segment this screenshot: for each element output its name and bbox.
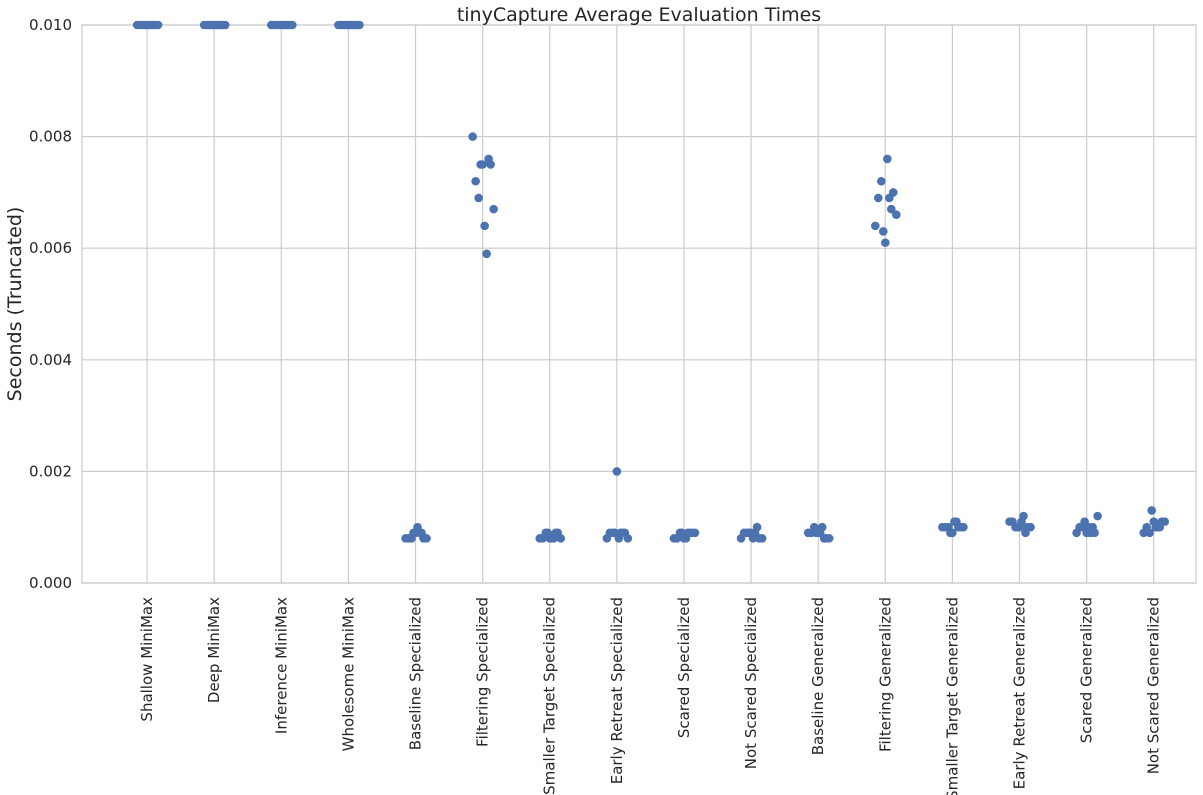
y-gridlines [82, 24, 1196, 584]
data-point [677, 528, 687, 538]
data-point [352, 20, 361, 30]
data-point [1149, 517, 1159, 526]
data-point [602, 534, 612, 543]
data-point [1090, 528, 1099, 538]
data-point [1023, 522, 1032, 532]
data-point [886, 204, 896, 214]
x-tick-label: Shallow MiniMax [138, 597, 156, 722]
x-tick-label: Deep MiniMax [205, 597, 223, 703]
data-point [140, 20, 150, 30]
data-point [538, 534, 548, 543]
data-point [471, 176, 480, 186]
data-points [132, 20, 1170, 543]
x-tick-label: Not Scared Specialized [742, 597, 760, 769]
y-tick-label: 0.000 [29, 574, 72, 592]
data-point [482, 249, 491, 259]
data-point [1142, 522, 1152, 532]
data-point [146, 20, 156, 30]
data-point [545, 534, 555, 543]
data-point [486, 160, 495, 169]
data-point [279, 20, 288, 30]
data-point [1157, 517, 1167, 526]
data-point [205, 20, 215, 30]
y-tick-label: 0.006 [29, 239, 72, 257]
data-point [556, 534, 566, 543]
data-point [419, 534, 428, 543]
y-tick-label: 0.004 [29, 351, 72, 369]
data-point [669, 534, 679, 543]
x-tick-label: Inference MiniMax [272, 597, 290, 734]
data-point [220, 20, 230, 30]
data-point [944, 522, 953, 532]
data-point [1084, 522, 1093, 532]
data-point [884, 193, 894, 203]
data-point [1093, 511, 1102, 521]
data-point [413, 522, 422, 532]
data-point [623, 534, 633, 543]
data-point [474, 193, 483, 203]
data-point [757, 534, 767, 543]
data-point [1075, 522, 1084, 532]
x-tick-labels: Shallow MiniMax Deep MiniMax Inference Min… [138, 597, 1163, 795]
x-tick-label: Filtering Generalized [876, 597, 894, 752]
data-point [1147, 506, 1157, 515]
data-point [610, 528, 620, 538]
data-point [618, 528, 628, 538]
x-tick-label: Wholesome MiniMax [339, 597, 357, 751]
data-point [1011, 522, 1020, 532]
data-point [551, 528, 561, 538]
data-point [824, 534, 834, 543]
data-point [950, 517, 959, 526]
data-point [273, 20, 282, 30]
data-point [1017, 517, 1026, 526]
x-tick-label: Smaller Target Generalized [943, 597, 961, 795]
data-point [870, 221, 880, 231]
data-point [478, 160, 487, 169]
x-tick-label: Scared Generalized [1078, 597, 1096, 743]
x-tick-label: Baseline Specialized [407, 597, 425, 750]
data-point [880, 238, 890, 247]
data-point [736, 534, 746, 543]
y-tick-label: 0.010 [29, 16, 72, 34]
x-tick-label: Smaller Target Specialized [541, 597, 559, 795]
data-point [213, 20, 223, 30]
data-point [878, 227, 888, 236]
data-point [612, 467, 622, 476]
chart-title: tinyCapture Average Evaluation Times [457, 4, 821, 26]
data-point [346, 20, 355, 30]
data-point [480, 221, 489, 231]
data-point [873, 193, 883, 203]
x-tick-label: Early Retreat Generalized [1011, 597, 1029, 789]
y-tick-labels: 0.000 0.002 0.004 0.006 0.008 0.010 [29, 16, 72, 592]
data-point [750, 528, 760, 538]
data-point [685, 528, 695, 538]
data-point [288, 20, 297, 30]
data-point [153, 20, 163, 30]
data-point [340, 20, 349, 30]
y-tick-label: 0.002 [29, 462, 72, 480]
x-tick-label: Baseline Generalized [809, 597, 827, 755]
data-point [744, 528, 754, 538]
y-axis-label: Seconds (Truncated) [4, 207, 26, 402]
x-tick-label: Scared Specialized [675, 597, 693, 738]
data-point [811, 528, 821, 538]
data-point [882, 154, 892, 164]
data-point [817, 522, 827, 532]
y-tick-label: 0.008 [29, 128, 72, 146]
data-point [876, 176, 886, 186]
x-tick-label: Filtering Specialized [474, 597, 492, 747]
plot-area-frame [81, 24, 1197, 584]
x-tick-label: Early Retreat Specialized [608, 597, 626, 784]
data-point [404, 534, 413, 543]
x-tick-label: Not Scared Generalized [1145, 597, 1163, 774]
x-gridlines [146, 25, 1155, 583]
data-point [891, 210, 901, 220]
data-point [468, 132, 477, 141]
data-point [489, 204, 498, 214]
data-point [959, 522, 968, 532]
